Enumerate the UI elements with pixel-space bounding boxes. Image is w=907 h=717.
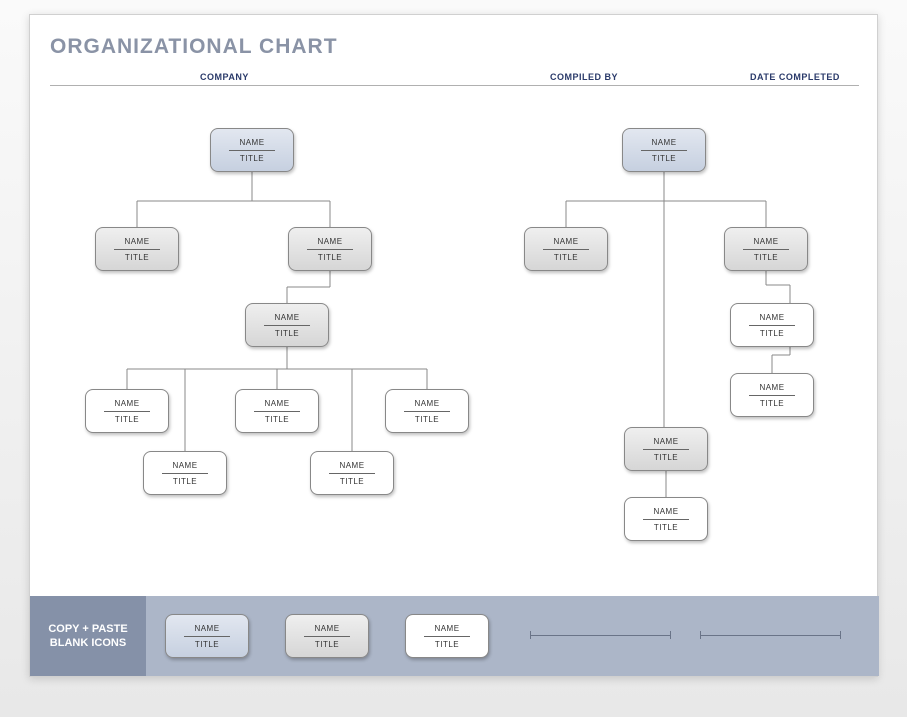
- org-node-name: NAME: [264, 399, 289, 408]
- org-node-name: NAME: [434, 624, 459, 633]
- org-node[interactable]: NAME TITLE: [622, 128, 706, 172]
- org-node-divider: [162, 473, 208, 474]
- org-node-title: TITLE: [654, 453, 678, 462]
- connector-sample: [530, 635, 670, 636]
- org-node[interactable]: NAME TITLE: [85, 389, 169, 433]
- org-node-name: NAME: [239, 138, 264, 147]
- org-node-divider: [743, 249, 789, 250]
- org-node[interactable]: NAME TITLE: [143, 451, 227, 495]
- org-node-title: TITLE: [173, 477, 197, 486]
- org-node-title: TITLE: [754, 253, 778, 262]
- org-node[interactable]: NAME TITLE: [210, 128, 294, 172]
- org-node[interactable]: NAME TITLE: [285, 614, 369, 658]
- org-node-name: NAME: [753, 237, 778, 246]
- org-node-name: NAME: [414, 399, 439, 408]
- org-node-title: TITLE: [435, 640, 459, 649]
- org-node-title: TITLE: [554, 253, 578, 262]
- org-node-divider: [404, 411, 450, 412]
- org-node-name: NAME: [317, 237, 342, 246]
- page-title: ORGANIZATIONAL CHART: [50, 35, 338, 59]
- org-node-title: TITLE: [275, 329, 299, 338]
- org-chart-page: ORGANIZATIONAL CHART COMPANY COMPILED BY…: [29, 14, 878, 677]
- connector-cap: [700, 631, 701, 639]
- org-node[interactable]: NAME TITLE: [310, 451, 394, 495]
- org-node-divider: [184, 636, 230, 637]
- org-node-divider: [104, 411, 150, 412]
- org-node[interactable]: NAME TITLE: [385, 389, 469, 433]
- org-node[interactable]: NAME TITLE: [235, 389, 319, 433]
- org-node[interactable]: NAME TITLE: [95, 227, 179, 271]
- org-node-name: NAME: [194, 624, 219, 633]
- org-node-divider: [641, 150, 687, 151]
- org-node[interactable]: NAME TITLE: [165, 614, 249, 658]
- org-node-name: NAME: [339, 461, 364, 470]
- org-node-title: TITLE: [415, 415, 439, 424]
- org-node-divider: [114, 249, 160, 250]
- footer-label: COPY + PASTE BLANK ICONS: [30, 596, 146, 676]
- org-node-divider: [229, 150, 275, 151]
- org-node-divider: [643, 519, 689, 520]
- org-node-title: TITLE: [125, 253, 149, 262]
- header-compiled-label: COMPILED BY: [550, 72, 618, 82]
- org-node-title: TITLE: [115, 415, 139, 424]
- org-node-title: TITLE: [315, 640, 339, 649]
- org-node-divider: [304, 636, 350, 637]
- org-node[interactable]: NAME TITLE: [724, 227, 808, 271]
- org-node-divider: [749, 395, 795, 396]
- org-node-divider: [424, 636, 470, 637]
- org-node-title: TITLE: [240, 154, 264, 163]
- header-company-label: COMPANY: [200, 72, 249, 82]
- org-node-divider: [329, 473, 375, 474]
- org-node[interactable]: NAME TITLE: [624, 497, 708, 541]
- org-node-name: NAME: [653, 507, 678, 516]
- org-node-name: NAME: [651, 138, 676, 147]
- org-node[interactable]: NAME TITLE: [245, 303, 329, 347]
- org-node-title: TITLE: [340, 477, 364, 486]
- org-node[interactable]: NAME TITLE: [405, 614, 489, 658]
- org-node-name: NAME: [114, 399, 139, 408]
- org-node-divider: [643, 449, 689, 450]
- footer-label-line2: BLANK ICONS: [50, 637, 126, 649]
- org-node[interactable]: NAME TITLE: [730, 373, 814, 417]
- org-node-divider: [543, 249, 589, 250]
- org-node-title: TITLE: [652, 154, 676, 163]
- org-node-name: NAME: [653, 437, 678, 446]
- org-node[interactable]: NAME TITLE: [624, 427, 708, 471]
- org-node[interactable]: NAME TITLE: [288, 227, 372, 271]
- org-node-name: NAME: [124, 237, 149, 246]
- org-node-divider: [307, 249, 353, 250]
- org-node-name: NAME: [172, 461, 197, 470]
- org-node-name: NAME: [759, 383, 784, 392]
- org-node-divider: [749, 325, 795, 326]
- footer-bar: COPY + PASTE BLANK ICONS NAME TITLE NAME TI…: [30, 596, 879, 676]
- org-node-title: TITLE: [265, 415, 289, 424]
- connector-cap: [530, 631, 531, 639]
- org-node-title: TITLE: [760, 399, 784, 408]
- connector-cap: [670, 631, 671, 639]
- org-node-title: TITLE: [760, 329, 784, 338]
- footer-label-line1: COPY + PASTE: [48, 623, 127, 635]
- org-node-divider: [264, 325, 310, 326]
- org-node-title: TITLE: [654, 523, 678, 532]
- org-node-divider: [254, 411, 300, 412]
- connector-cap: [840, 631, 841, 639]
- org-node-name: NAME: [553, 237, 578, 246]
- org-node-name: NAME: [274, 313, 299, 322]
- org-node-name: NAME: [314, 624, 339, 633]
- org-node-title: TITLE: [195, 640, 219, 649]
- org-node-name: NAME: [759, 313, 784, 322]
- header-rule: [50, 85, 859, 86]
- org-node[interactable]: NAME TITLE: [730, 303, 814, 347]
- header-date-label: DATE COMPLETED: [750, 72, 840, 82]
- org-node-title: TITLE: [318, 253, 342, 262]
- org-node[interactable]: NAME TITLE: [524, 227, 608, 271]
- connector-sample: [700, 635, 840, 636]
